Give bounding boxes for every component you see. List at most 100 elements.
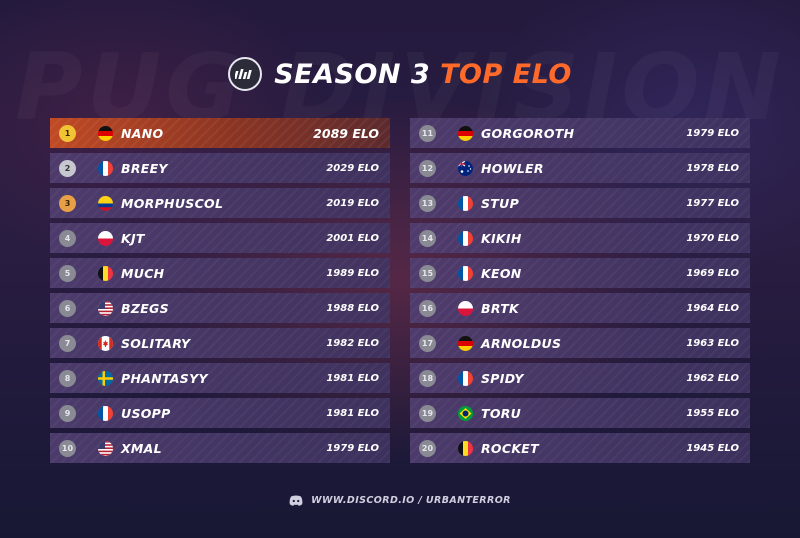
leaderboard-row: 12 HOWLER 1978 ELO bbox=[410, 153, 750, 183]
discord-icon bbox=[289, 491, 303, 510]
player-name: USOPP bbox=[121, 405, 171, 421]
player-elo: 1955 ELO bbox=[686, 407, 739, 419]
leaderboard-row: 11 GORGOROTH 1979 ELO bbox=[410, 118, 750, 148]
footer: WWW.DISCORD.IO / URBANTERROR bbox=[0, 490, 800, 510]
discord-link[interactable]: WWW.DISCORD.IO / URBANTERROR bbox=[311, 494, 511, 506]
player-name: BZEGS bbox=[121, 300, 169, 316]
player-name: ROCKET bbox=[481, 440, 539, 456]
player-name: KJT bbox=[121, 230, 145, 246]
rank-badge: 9 bbox=[59, 404, 76, 422]
title-top-elo: TOP ELO bbox=[440, 58, 572, 90]
rank-badge: 10 bbox=[59, 439, 76, 457]
player-name: KEON bbox=[481, 265, 522, 281]
player-elo: 1970 ELO bbox=[686, 232, 739, 244]
rank-badge: 20 bbox=[419, 439, 436, 457]
player-elo: 1982 ELO bbox=[326, 337, 379, 349]
rank-badge: 4 bbox=[59, 229, 76, 247]
leaderboard-row: 18 SPIDY 1962 ELO bbox=[410, 363, 750, 393]
leaderboard-row: 3 MORPHUSCOL 2019 ELO bbox=[50, 188, 390, 218]
leaderboard-row: 4 KJT 2001 ELO bbox=[50, 223, 390, 253]
leaderboard-row: 7 SOLITARY 1982 ELO bbox=[50, 328, 390, 358]
player-name: PHANTASYY bbox=[121, 370, 208, 386]
flag-se-icon bbox=[98, 370, 113, 386]
player-name: MORPHUSCOL bbox=[121, 195, 224, 211]
leaderboard-row: 10 XMAL 1979 ELO bbox=[50, 433, 390, 463]
flag-pl-icon bbox=[98, 230, 113, 246]
player-elo: 2089 ELO bbox=[313, 125, 379, 141]
rank-badge: 18 bbox=[419, 369, 436, 387]
rank-badge: 2 bbox=[59, 159, 76, 177]
player-name: GORGOROTH bbox=[481, 125, 575, 141]
player-name: MUCH bbox=[121, 265, 165, 281]
leaderboard-column-right: 11 GORGOROTH 1979 ELO 12 HOWLER 1978 ELO 13 STU… bbox=[410, 118, 750, 468]
player-elo: 1981 ELO bbox=[326, 372, 379, 384]
rank-badge: 7 bbox=[59, 334, 76, 352]
rank-badge: 15 bbox=[419, 264, 436, 282]
player-elo: 1979 ELO bbox=[326, 442, 379, 454]
leaderboard-row: 2 BREEY 2029 ELO bbox=[50, 153, 390, 183]
flag-br-icon bbox=[458, 405, 473, 421]
urban-terror-logo-icon bbox=[228, 57, 263, 91]
player-elo: 1977 ELO bbox=[686, 197, 739, 209]
player-name: SOLITARY bbox=[121, 335, 191, 351]
player-elo: 1963 ELO bbox=[686, 337, 739, 349]
rank-badge: 12 bbox=[419, 159, 436, 177]
leaderboard-row: 15 KEON 1969 ELO bbox=[410, 258, 750, 288]
flag-fr-icon bbox=[458, 230, 473, 246]
flag-de-icon bbox=[98, 125, 113, 141]
rank-badge: 13 bbox=[419, 194, 436, 212]
player-elo: 1979 ELO bbox=[686, 127, 739, 139]
flag-ca-icon bbox=[98, 335, 113, 351]
player-name: SPIDY bbox=[481, 370, 524, 386]
player-elo: 1969 ELO bbox=[686, 267, 739, 279]
player-elo: 1978 ELO bbox=[686, 162, 739, 174]
flag-be-icon bbox=[98, 265, 113, 281]
player-elo: 1964 ELO bbox=[686, 302, 739, 314]
flag-pl-icon bbox=[458, 300, 473, 316]
rank-badge: 19 bbox=[419, 404, 436, 422]
leaderboard-row: 8 PHANTASYY 1981 ELO bbox=[50, 363, 390, 393]
player-elo: 1962 ELO bbox=[686, 372, 739, 384]
leaderboard-row: 16 BRTK 1964 ELO bbox=[410, 293, 750, 323]
player-name: HOWLER bbox=[481, 160, 544, 176]
player-elo: 1988 ELO bbox=[326, 302, 379, 314]
player-name: NANO bbox=[121, 125, 164, 141]
rank-badge: 6 bbox=[59, 299, 76, 317]
leaderboard-row: 14 KIKIH 1970 ELO bbox=[410, 223, 750, 253]
flag-be-icon bbox=[458, 440, 473, 456]
leaderboard-column-left: 1 NANO 2089 ELO 2 BREEY 2029 ELO 3 MORPHUSCOL 20… bbox=[50, 118, 390, 468]
player-name: BRTK bbox=[481, 300, 520, 316]
leaderboard-row: 9 USOPP 1981 ELO bbox=[50, 398, 390, 428]
player-name: STUP bbox=[481, 195, 520, 211]
player-elo: 2001 ELO bbox=[326, 232, 379, 244]
rank-badge: 17 bbox=[419, 334, 436, 352]
rank-badge: 11 bbox=[419, 124, 436, 142]
flag-au-icon bbox=[458, 160, 473, 176]
player-elo: 1981 ELO bbox=[326, 407, 379, 419]
flag-de-icon bbox=[458, 335, 473, 351]
flag-de-icon bbox=[458, 125, 473, 141]
leaderboard-row: 1 NANO 2089 ELO bbox=[50, 118, 390, 148]
leaderboard-row: 5 MUCH 1989 ELO bbox=[50, 258, 390, 288]
flag-fr-icon bbox=[458, 195, 473, 211]
flag-fr-icon bbox=[458, 265, 473, 281]
leaderboard-row: 17 ARNOLDUS 1963 ELO bbox=[410, 328, 750, 358]
leaderboard-row: 13 STUP 1977 ELO bbox=[410, 188, 750, 218]
leaderboard-row: 6 BZEGS 1988 ELO bbox=[50, 293, 390, 323]
player-name: TORU bbox=[481, 405, 522, 421]
player-elo: 1945 ELO bbox=[686, 442, 739, 454]
rank-badge: 14 bbox=[419, 229, 436, 247]
rank-badge: 3 bbox=[59, 194, 76, 212]
flag-co-icon bbox=[98, 195, 113, 211]
flag-us-icon bbox=[98, 440, 113, 456]
rank-badge: 1 bbox=[59, 124, 76, 142]
rank-badge: 5 bbox=[59, 264, 76, 282]
player-name: ARNOLDUS bbox=[481, 335, 562, 351]
leaderboard-row: 19 TORU 1955 ELO bbox=[410, 398, 750, 428]
flag-us-icon bbox=[98, 300, 113, 316]
flag-fr-icon bbox=[98, 160, 113, 176]
player-elo: 2019 ELO bbox=[326, 197, 379, 209]
flag-fr-icon bbox=[458, 370, 473, 386]
player-name: BREEY bbox=[121, 160, 168, 176]
title-season: SEASON 3 bbox=[274, 58, 431, 90]
